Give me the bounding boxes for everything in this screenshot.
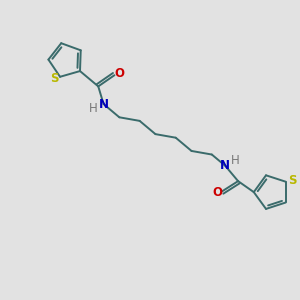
Text: S: S <box>50 72 58 85</box>
Text: H: H <box>231 154 240 167</box>
Text: H: H <box>89 102 98 115</box>
Text: S: S <box>288 174 296 187</box>
Text: N: N <box>220 159 230 172</box>
Text: O: O <box>212 186 222 200</box>
Text: O: O <box>115 67 124 80</box>
Text: N: N <box>99 98 109 110</box>
